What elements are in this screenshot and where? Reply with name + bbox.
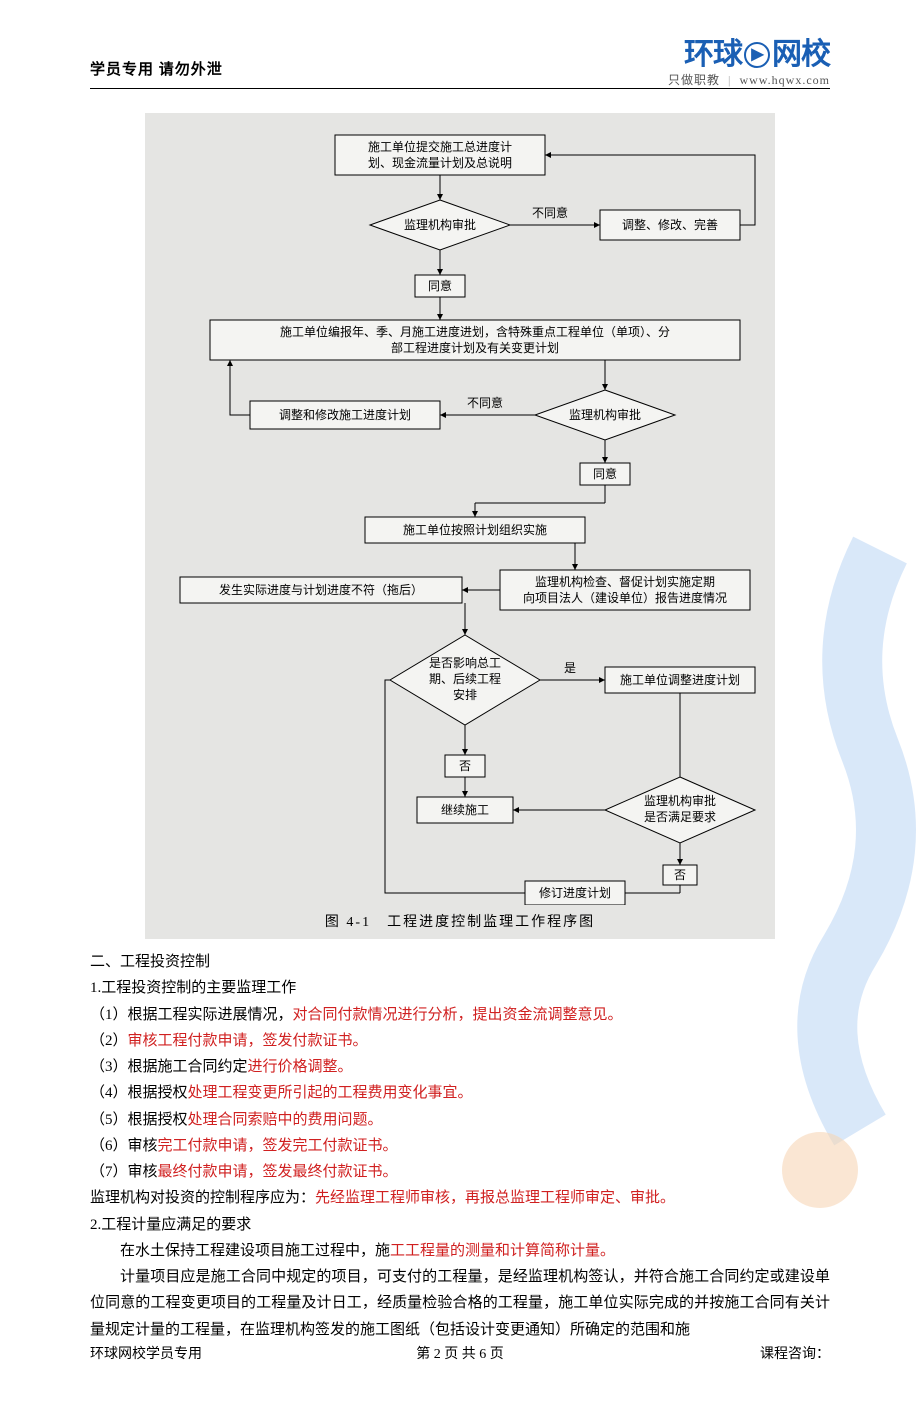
svg-text:是否影响总工: 是否影响总工 (429, 655, 501, 670)
svg-text:不同意: 不同意 (532, 205, 568, 220)
svg-text:期、后续工程: 期、后续工程 (429, 671, 501, 686)
separator-icon: | (728, 73, 731, 87)
svg-text:是否满足要求: 是否满足要求 (644, 810, 716, 824)
svg-text:施工单位按照计划组织实施: 施工单位按照计划组织实施 (403, 522, 547, 537)
svg-text:是: 是 (564, 661, 576, 675)
svg-text:否: 否 (674, 868, 686, 882)
svg-text:施工单位编报年、季、月施工进度进划，含特殊重点工程单位（单项: 施工单位编报年、季、月施工进度进划，含特殊重点工程单位（单项）、分 (280, 324, 670, 339)
svg-text:施工单位提交施工总进度计: 施工单位提交施工总进度计 (368, 139, 512, 154)
svg-text:同意: 同意 (593, 466, 617, 481)
heading-2: 二、工程投资控制 (90, 949, 830, 975)
svg-text:发生实际进度与计划进度不符（拖后）: 发生实际进度与计划进度不符（拖后） (219, 582, 423, 597)
item-4: （4）根据授权处理工程变更所引起的工程费用变化事宜。 (90, 1080, 830, 1106)
item-6: （6）审核完工付款申请，签发完工付款证书。 (90, 1133, 830, 1159)
svg-text:继续施工: 继续施工 (441, 803, 489, 817)
para-10: 计量项目应是施工合同中规定的项目，可支付的工程量，是经监理机构签认，并符合施工合… (90, 1264, 830, 1343)
logo-subtitle: 只做职教 | www.hqwx.com (668, 74, 830, 86)
heading-3b: 2.工程计量应满足的要求 (90, 1212, 830, 1238)
logo-main: 环球 ▶ 网校 (668, 40, 830, 70)
item-1: （1）根据工程实际进展情况，对合同付款情况进行分析，提出资金流调整意见。 (90, 1002, 830, 1028)
para-proc: 监理机构对投资的控制程序应为：先经监理工程师审核，再报总监理工程师审定、审批。 (90, 1185, 830, 1211)
item-7: （7）审核最终付款申请，签发最终付款证书。 (90, 1159, 830, 1185)
svg-text:否: 否 (459, 759, 471, 773)
page: 学员专用 请勿外泄 环球 ▶ 网校 只做职教 | www.hqwx.com (0, 0, 920, 1403)
body-content: 二、工程投资控制 1.工程投资控制的主要监理工作 （1）根据工程实际进展情况，对… (90, 949, 830, 1343)
svg-text:向项目法人（建设单位）报告进度情况: 向项目法人（建设单位）报告进度情况 (523, 590, 727, 605)
heading-3: 1.工程投资控制的主要监理工作 (90, 975, 830, 1001)
flowchart-svg: 施工单位提交施工总进度计 划、现金流量计划及总说明 监理机构审批 不同意 调整、… (155, 125, 765, 905)
svg-text:监理机构检查、督促计划实施定期: 监理机构检查、督促计划实施定期 (535, 574, 715, 589)
item-5: （5）根据授权处理合同索赔中的费用问题。 (90, 1107, 830, 1133)
svg-text:部工程进度计划及有关变更计划: 部工程进度计划及有关变更计划 (391, 340, 559, 355)
svg-text:安排: 安排 (453, 687, 477, 702)
page-footer: 环球网校学员专用 第 2 页 共 6 页 课程咨询： (90, 1343, 830, 1363)
logo-text-1: 环球 (684, 40, 742, 70)
svg-text:监理机构审批: 监理机构审批 (569, 407, 641, 422)
play-icon: ▶ (744, 42, 770, 68)
page-header: 学员专用 请勿外泄 环球 ▶ 网校 只做职教 | www.hqwx.com (90, 40, 830, 89)
flowchart-caption: 图 4-1 工程进度控制监理工作程序图 (155, 911, 765, 931)
svg-text:调整、修改、完善: 调整、修改、完善 (622, 217, 718, 232)
svg-text:修订进度计划: 修订进度计划 (539, 885, 611, 900)
logo-block: 环球 ▶ 网校 只做职教 | www.hqwx.com (668, 40, 830, 86)
item-2: （2）审核工程付款申请，签发付款证书。 (90, 1028, 830, 1054)
svg-text:监理机构审批: 监理机构审批 (404, 217, 476, 232)
svg-text:调整和修改施工进度计划: 调整和修改施工进度计划 (279, 407, 411, 422)
logo-sub-left: 只做职教 (668, 73, 720, 87)
svg-text:不同意: 不同意 (467, 395, 503, 410)
header-confidential: 学员专用 请勿外泄 (90, 40, 223, 79)
logo-sub-right: www.hqwx.com (739, 73, 830, 87)
svg-text:施工单位调整进度计划: 施工单位调整进度计划 (620, 672, 740, 687)
logo-text-2: 网校 (772, 40, 830, 70)
flowchart-figure: 施工单位提交施工总进度计 划、现金流量计划及总说明 监理机构审批 不同意 调整、… (145, 113, 775, 939)
svg-text:划、现金流量计划及总说明: 划、现金流量计划及总说明 (368, 155, 512, 170)
para-9: 在水土保持工程建设项目施工过程中，施工工程量的测量和计算简称计量。 (90, 1238, 830, 1264)
item-3: （3）根据施工合同约定进行价格调整。 (90, 1054, 830, 1080)
footer-pagenum: 第 2 页 共 6 页 (90, 1343, 830, 1363)
svg-text:同意: 同意 (428, 278, 452, 293)
svg-text:监理机构审批: 监理机构审批 (644, 793, 716, 808)
